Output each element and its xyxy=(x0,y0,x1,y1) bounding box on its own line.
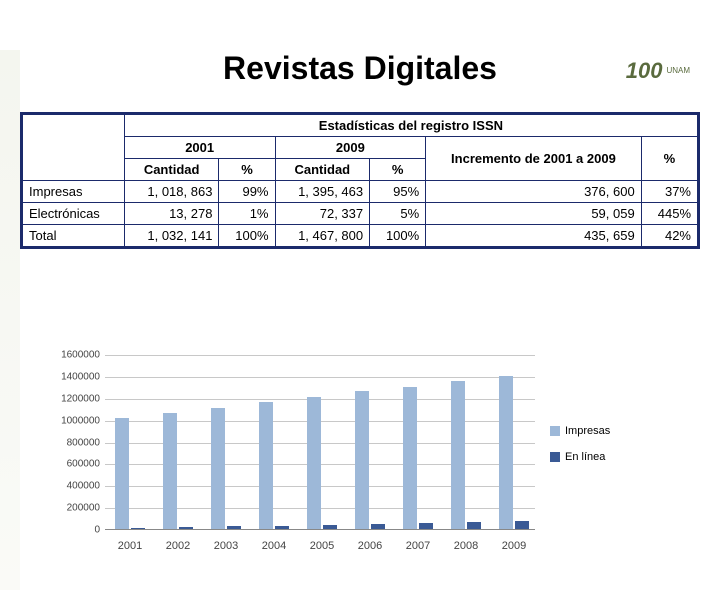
left-decor-strip xyxy=(0,50,20,590)
pct2: % xyxy=(370,159,426,181)
table-cell: Impresas xyxy=(22,181,125,203)
y-axis-label: 0 xyxy=(50,525,100,536)
pct-header-inc: % xyxy=(641,137,698,181)
chart-bar xyxy=(467,522,481,529)
corner-cell xyxy=(22,114,125,181)
table-cell: 99% xyxy=(219,181,275,203)
chart-legend: Impresas En línea xyxy=(550,425,610,477)
legend-swatch xyxy=(550,426,560,436)
table-row: Electrónicas13, 2781%72, 3375%59, 059445… xyxy=(22,203,699,225)
y-axis-label: 1000000 xyxy=(50,415,100,426)
total-c1: 1, 032, 141 xyxy=(124,225,219,248)
legend-label: En línea xyxy=(565,451,605,463)
stats-table-wrap: Estadísticas del registro ISSN 2001 2009… xyxy=(20,112,700,249)
total-label: Total xyxy=(22,225,125,248)
chart-wrap: 0 200000 400000 600000 800000 1000000 1200000 1… xyxy=(50,350,670,570)
table-body: Impresas1, 018, 86399%1, 395, 46395%376,… xyxy=(22,181,699,225)
total-c2: 1, 467, 800 xyxy=(275,225,370,248)
chart-bar xyxy=(451,381,465,529)
logo-100: 100 xyxy=(626,58,663,84)
table-cell: 1, 395, 463 xyxy=(275,181,370,203)
table-cell: 37% xyxy=(641,181,698,203)
logo-block: 100 UNAM xyxy=(626,58,690,84)
logo-unam: UNAM xyxy=(666,67,690,76)
table-cell: 1, 018, 863 xyxy=(124,181,219,203)
y-axis-label: 600000 xyxy=(50,459,100,470)
year2-header: 2009 xyxy=(275,137,426,159)
cantidad1: Cantidad xyxy=(124,159,219,181)
total-p2: 100% xyxy=(370,225,426,248)
x-axis-label: 2006 xyxy=(350,540,390,552)
chart-bar xyxy=(163,413,177,529)
table-cell: 59, 059 xyxy=(426,203,642,225)
table-cell: 13, 278 xyxy=(124,203,219,225)
chart-bar xyxy=(403,387,417,529)
x-axis-label: 2007 xyxy=(398,540,438,552)
table-cell: 72, 337 xyxy=(275,203,370,225)
table-cell: 445% xyxy=(641,203,698,225)
chart-bar xyxy=(307,397,321,529)
chart-bar xyxy=(179,527,193,529)
total-ipct: 42% xyxy=(641,225,698,248)
table-row: Impresas1, 018, 86399%1, 395, 46395%376,… xyxy=(22,181,699,203)
legend-item: En línea xyxy=(550,451,610,463)
x-axis-label: 2009 xyxy=(494,540,534,552)
stats-table: Estadísticas del registro ISSN 2001 2009… xyxy=(20,112,700,249)
chart-bar xyxy=(515,521,529,529)
pct1: % xyxy=(219,159,275,181)
chart-bar xyxy=(419,523,433,529)
y-axis-label: 200000 xyxy=(50,503,100,514)
incremento-header: Incremento de 2001 a 2009 xyxy=(426,137,642,181)
table-cell: Electrónicas xyxy=(22,203,125,225)
x-axis-label: 2004 xyxy=(254,540,294,552)
chart-bar xyxy=(131,528,145,529)
table-cell: 1% xyxy=(219,203,275,225)
chart-bar xyxy=(499,376,513,529)
y-axis-label: 400000 xyxy=(50,481,100,492)
legend-swatch xyxy=(550,452,560,462)
x-axis-label: 2003 xyxy=(206,540,246,552)
legend-item: Impresas xyxy=(550,425,610,437)
chart-bar xyxy=(115,418,129,529)
page-title: Revistas Digitales xyxy=(0,50,720,87)
x-axis-label: 2005 xyxy=(302,540,342,552)
table-cell: 95% xyxy=(370,181,426,203)
legend-label: Impresas xyxy=(565,425,610,437)
chart-bar xyxy=(323,525,337,529)
table-cell: 5% xyxy=(370,203,426,225)
chart-bar xyxy=(355,391,369,529)
x-axis-label: 2008 xyxy=(446,540,486,552)
table-cell: 376, 600 xyxy=(426,181,642,203)
chart-bar xyxy=(227,526,241,529)
cantidad2: Cantidad xyxy=(275,159,370,181)
chart-plot-area: 0200000400000600000800000100000012000001… xyxy=(105,355,535,530)
chart-bar xyxy=(371,524,385,529)
gridline xyxy=(105,355,535,356)
y-axis-label: 1200000 xyxy=(50,393,100,404)
chart-bar xyxy=(259,402,273,529)
x-axis-label: 2001 xyxy=(110,540,150,552)
chart-bar xyxy=(275,526,289,529)
y-axis-label: 1400000 xyxy=(50,371,100,382)
total-p1: 100% xyxy=(219,225,275,248)
year1-header: 2001 xyxy=(124,137,275,159)
gridline xyxy=(105,377,535,378)
x-axis-label: 2002 xyxy=(158,540,198,552)
table-title: Estadísticas del registro ISSN xyxy=(124,114,698,137)
total-inc: 435, 659 xyxy=(426,225,642,248)
y-axis-label: 800000 xyxy=(50,437,100,448)
y-axis-label: 1600000 xyxy=(50,350,100,361)
chart-bar xyxy=(211,408,225,529)
